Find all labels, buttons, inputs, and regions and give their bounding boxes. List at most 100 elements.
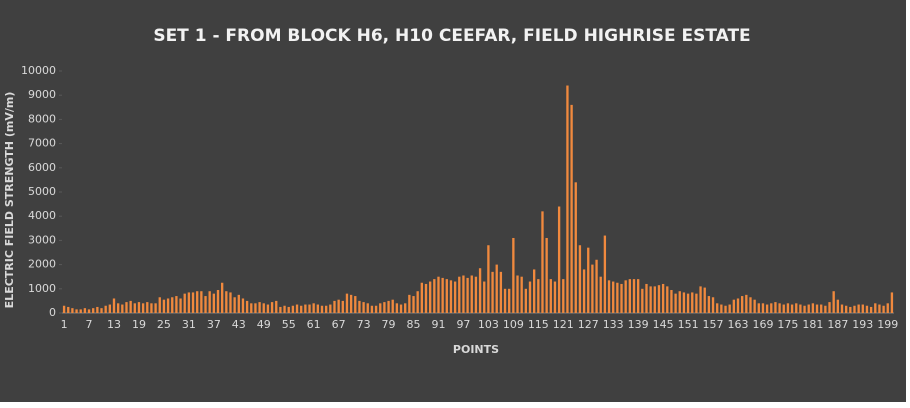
bar [470, 275, 473, 313]
x-tick-label: 163 [728, 318, 749, 331]
bar [162, 299, 166, 313]
bar [711, 297, 715, 313]
bar [491, 271, 494, 313]
bar [300, 305, 303, 313]
bar [241, 298, 245, 313]
x-tick-label: 37 [207, 318, 221, 331]
bar [437, 276, 440, 313]
bar [295, 304, 299, 313]
bar [641, 288, 644, 313]
bar [100, 308, 103, 313]
bar [661, 283, 665, 313]
y-tick-label: 4000 [28, 209, 56, 222]
bar [882, 305, 885, 313]
y-tick-label: 7000 [28, 137, 56, 150]
bar [79, 309, 82, 313]
bar [187, 292, 191, 313]
bar [753, 299, 756, 313]
bar [782, 304, 785, 313]
y-tick-label: 3000 [28, 233, 56, 246]
x-tick-label: 187 [827, 318, 848, 331]
x-tick-label: 7 [86, 318, 93, 331]
bar [503, 288, 507, 313]
x-tick-label: 73 [357, 318, 371, 331]
bar [761, 303, 765, 313]
bar [716, 303, 719, 313]
bar [587, 247, 590, 313]
bar [279, 306, 282, 313]
bar [524, 288, 528, 313]
x-tick-label: 127 [578, 318, 599, 331]
bar [483, 281, 486, 313]
bar [695, 293, 698, 313]
x-tick-label: 55 [282, 318, 296, 331]
x-tick-label: 49 [257, 318, 271, 331]
y-tick-label: 2000 [28, 258, 56, 271]
x-tick-label: 19 [132, 318, 146, 331]
x-tick-label: 157 [703, 318, 724, 331]
bar [736, 298, 740, 313]
bar [795, 303, 798, 313]
bar [354, 296, 357, 313]
bar [557, 206, 561, 313]
x-tick-label: 85 [407, 318, 421, 331]
bar [840, 304, 844, 313]
x-tick-label: 121 [553, 318, 574, 331]
bar [283, 305, 286, 313]
bar [212, 293, 216, 313]
bar [682, 292, 686, 313]
bar [229, 292, 232, 313]
bar [337, 299, 340, 313]
bar [574, 182, 577, 313]
bar [87, 309, 91, 313]
bar [254, 303, 257, 313]
bar [258, 302, 261, 313]
bar [358, 300, 361, 313]
bar [370, 305, 374, 313]
bar [420, 282, 424, 313]
bar [141, 303, 145, 313]
bar [316, 304, 320, 313]
x-tick-label: 61 [307, 318, 321, 331]
x-tick-label: 151 [678, 318, 699, 331]
bar [245, 300, 249, 313]
bar [424, 283, 428, 313]
bar [774, 302, 777, 313]
bar [270, 302, 274, 313]
bar [250, 303, 253, 313]
x-tick-label: 175 [777, 318, 798, 331]
y-tick-label: 6000 [28, 161, 56, 174]
bar [428, 281, 432, 313]
bar [691, 292, 694, 313]
bar [657, 285, 661, 313]
bar [183, 293, 186, 313]
bar [566, 85, 569, 314]
bar [366, 303, 369, 313]
bar [200, 291, 203, 313]
bar [707, 296, 711, 313]
x-tick-label: 43 [232, 318, 246, 331]
bar [670, 290, 673, 313]
bar [520, 276, 523, 313]
bar [811, 303, 815, 313]
bar [869, 306, 873, 313]
bar [844, 305, 848, 313]
bar [333, 300, 336, 313]
bar [562, 279, 565, 313]
x-tick-label: 79 [382, 318, 396, 331]
bar [649, 286, 652, 313]
bar [67, 306, 70, 313]
bar [857, 304, 860, 313]
bar [216, 290, 220, 313]
bar [266, 304, 270, 313]
bar [137, 302, 141, 313]
bar [732, 299, 736, 313]
bar [603, 235, 607, 313]
x-tick-label: 91 [431, 318, 445, 331]
bar [96, 306, 99, 313]
bar [591, 264, 594, 313]
x-tick-label: 13 [107, 318, 121, 331]
bar [433, 279, 436, 313]
y-tick-label: 5000 [28, 185, 56, 198]
bar [308, 304, 311, 313]
